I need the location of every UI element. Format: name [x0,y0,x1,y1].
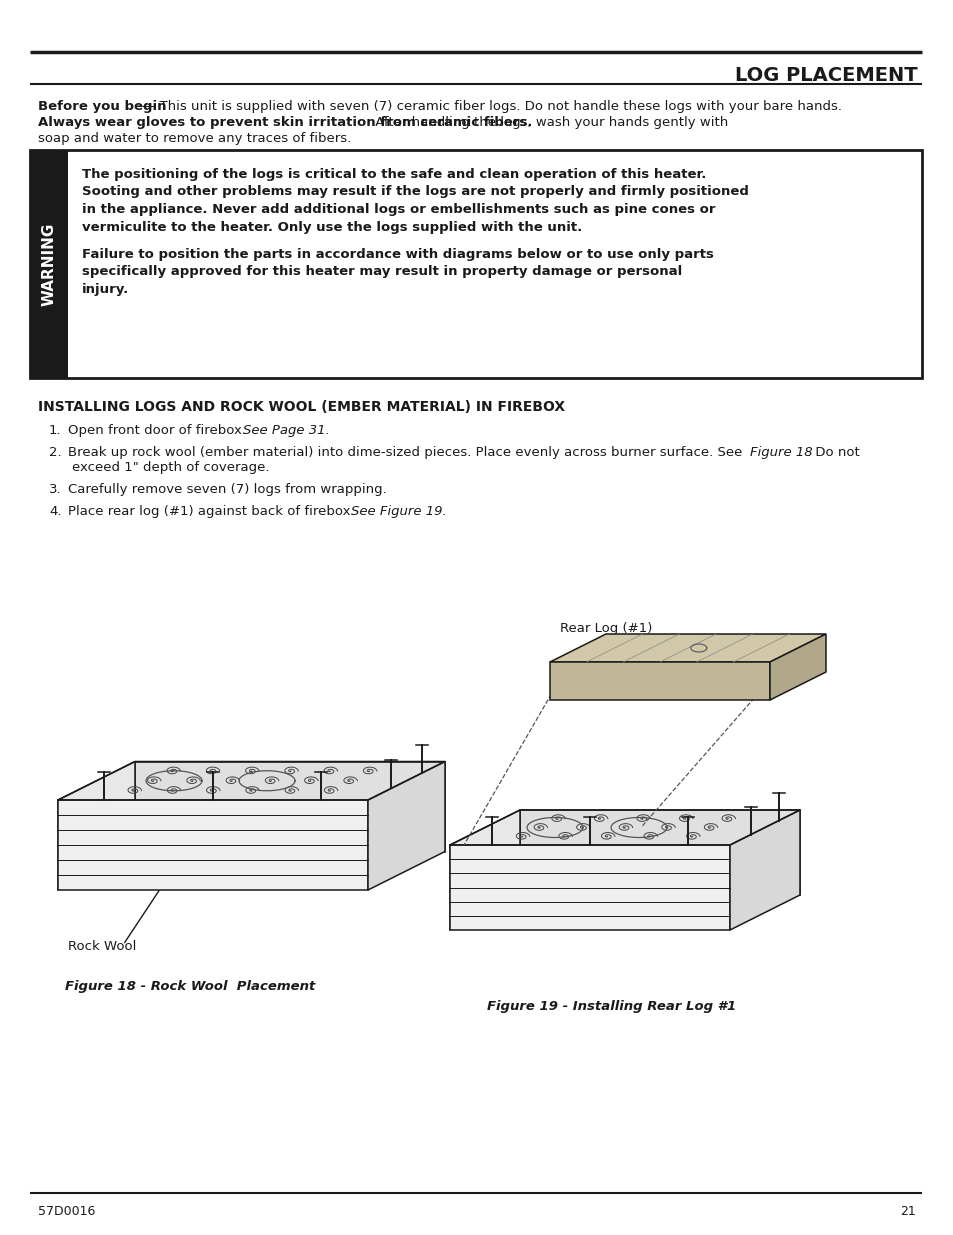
Text: vermiculite to the heater. Only use the logs supplied with the unit.: vermiculite to the heater. Only use the … [82,221,581,233]
Polygon shape [450,810,519,930]
Text: in the appliance. Never add additional logs or embellishments such as pine cones: in the appliance. Never add additional l… [82,203,715,216]
Text: WARNING: WARNING [42,222,56,306]
Text: Figure 18 - Rock Wool  Placement: Figure 18 - Rock Wool Placement [65,981,314,993]
Text: Sooting and other problems may result if the logs are not properly and firmly po: Sooting and other problems may result if… [82,185,748,199]
Text: Before you begin: Before you begin [38,100,167,112]
Text: exceed 1" depth of coverage.: exceed 1" depth of coverage. [71,461,269,474]
Text: After handling the logs, wash your hands gently with: After handling the logs, wash your hands… [371,116,727,128]
Text: 3.: 3. [49,483,62,496]
Polygon shape [729,810,800,930]
Polygon shape [450,845,729,930]
Polygon shape [550,662,769,700]
Polygon shape [58,762,135,890]
Text: — This unit is supplied with seven (7) ceramic fiber logs. Do not handle these l: — This unit is supplied with seven (7) c… [142,100,841,112]
Text: soap and water to remove any traces of fibers.: soap and water to remove any traces of f… [38,132,351,144]
Text: Break up rock wool (ember material) into dime-sized pieces. Place evenly across : Break up rock wool (ember material) into… [68,446,746,459]
Text: See Page 31.: See Page 31. [243,424,330,437]
Text: specifically approved for this heater may result in property damage or personal: specifically approved for this heater ma… [82,266,681,279]
Text: See Figure 19.: See Figure 19. [351,505,446,517]
Text: 21: 21 [900,1205,915,1218]
Text: injury.: injury. [82,283,129,296]
Text: LOG PLACEMENT: LOG PLACEMENT [735,65,917,85]
Text: Failure to position the parts in accordance with diagrams below or to use only p: Failure to position the parts in accorda… [82,248,713,261]
Polygon shape [550,634,825,662]
Text: Figure 18: Figure 18 [749,446,812,459]
Text: Rear Log (#1): Rear Log (#1) [559,622,652,635]
Text: Rock Wool: Rock Wool [68,940,136,953]
Text: 4.: 4. [49,505,61,517]
Polygon shape [519,810,800,895]
Polygon shape [135,762,444,851]
Text: Open front door of firebox.: Open front door of firebox. [68,424,250,437]
Text: 2.: 2. [49,446,62,459]
Polygon shape [368,762,444,890]
Polygon shape [769,634,825,700]
Polygon shape [58,800,368,890]
Bar [30,149,68,378]
Text: 57D0016: 57D0016 [38,1205,95,1218]
Text: The positioning of the logs is critical to the safe and clean operation of this : The positioning of the logs is critical … [82,168,705,182]
Bar [30,149,921,378]
Text: INSTALLING LOGS AND ROCK WOOL (EMBER MATERIAL) IN FIREBOX: INSTALLING LOGS AND ROCK WOOL (EMBER MAT… [38,400,564,414]
Text: Carefully remove seven (7) logs from wrapping.: Carefully remove seven (7) logs from wra… [68,483,386,496]
Text: Place rear log (#1) against back of firebox.: Place rear log (#1) against back of fire… [68,505,358,517]
Text: Figure 19 - Installing Rear Log #1: Figure 19 - Installing Rear Log #1 [487,1000,736,1013]
Text: Always wear gloves to prevent skin irritation from ceramic fibers.: Always wear gloves to prevent skin irrit… [38,116,532,128]
Text: 1.: 1. [49,424,62,437]
Text: . Do not: . Do not [806,446,859,459]
